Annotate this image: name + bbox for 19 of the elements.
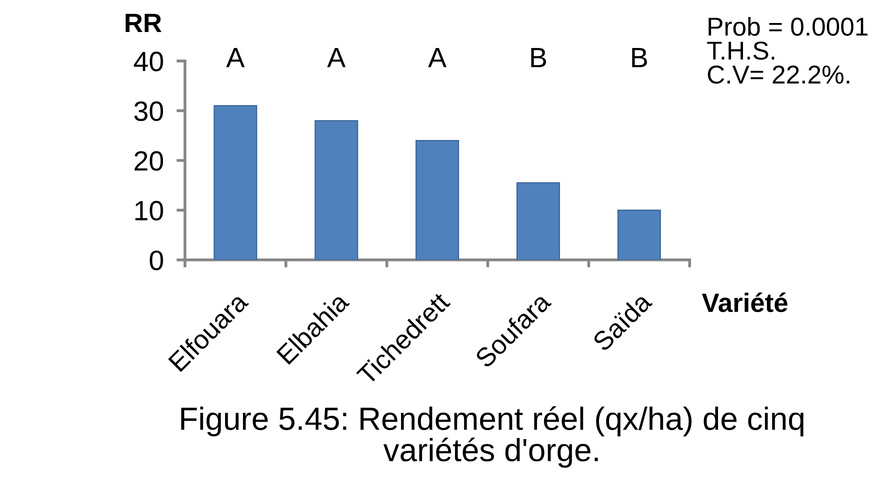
annotation: B bbox=[632, 48, 647, 68]
bar bbox=[214, 105, 258, 260]
bar bbox=[314, 120, 358, 260]
annotation: A bbox=[428, 48, 447, 68]
y-tick-label: 0 bbox=[150, 250, 164, 270]
annotation: A bbox=[226, 48, 245, 68]
bar bbox=[416, 140, 460, 260]
x-axis-title: Variété bbox=[702, 292, 788, 312]
bar bbox=[617, 210, 661, 260]
text: Figure 5.45: Rendement réel (qx/ha) de cinq variétés d'orge. bbox=[181, 406, 804, 468]
annotation: B bbox=[531, 48, 546, 68]
text: Prob = 0.0001 T.H.S. C.V= 22.2%. bbox=[707, 16, 868, 84]
y-tick-label: 10 bbox=[135, 200, 164, 221]
y-tick-label: 30 bbox=[134, 101, 164, 122]
y-axis-title: RR bbox=[126, 14, 162, 32]
bar bbox=[516, 182, 560, 260]
y-tick-label: 40 bbox=[134, 52, 164, 72]
annotation: A bbox=[327, 48, 346, 68]
y-tick-label: 20 bbox=[134, 151, 164, 171]
